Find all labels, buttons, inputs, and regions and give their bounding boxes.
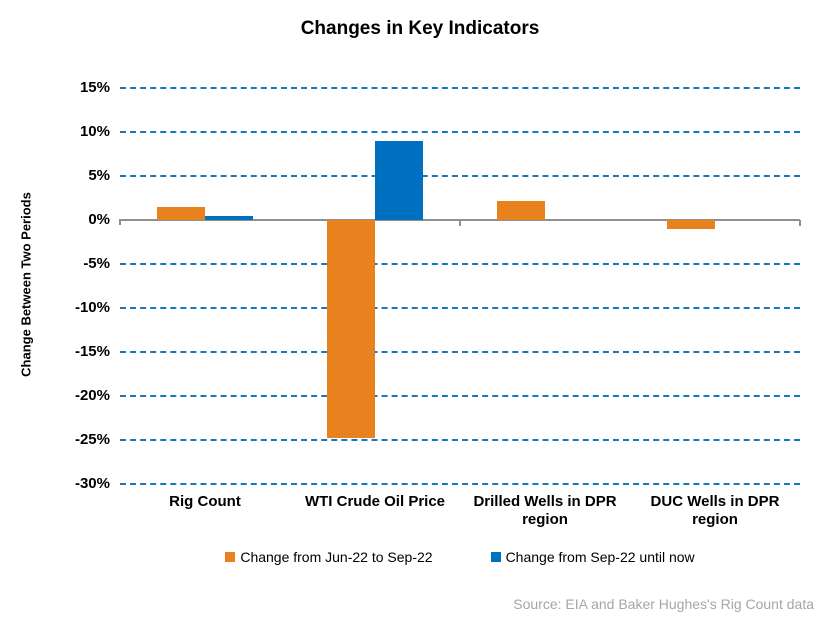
category-label: Drilled Wells in DPR region xyxy=(473,493,617,528)
legend-label-sep22-now: Change from Sep-22 until now xyxy=(505,549,695,565)
bar-change-from-sep-22-until-now xyxy=(205,215,253,220)
source-note: Source: EIA and Baker Hughes's Rig Count… xyxy=(513,596,814,612)
legend-item-sep22-now: Change from Sep-22 until now xyxy=(490,549,695,565)
y-tick-label: 5% xyxy=(88,167,110,184)
y-tick-label: 0% xyxy=(88,211,110,228)
h-gridline xyxy=(120,307,800,309)
axis-tick xyxy=(459,220,461,226)
h-gridline xyxy=(120,483,800,485)
h-gridline xyxy=(120,87,800,89)
h-gridline xyxy=(120,175,800,177)
bar-change-from-sep-22-until-now xyxy=(375,140,423,220)
y-tick-label: -10% xyxy=(74,299,110,316)
h-gridline xyxy=(120,351,800,353)
bar-change-from-jun-22-to-sep-22 xyxy=(327,220,375,439)
legend-item-jun22-sep22: Change from Jun-22 to Sep-22 xyxy=(225,549,433,565)
y-tick-label: -30% xyxy=(74,475,110,492)
h-gridline xyxy=(120,263,800,265)
chart-title: Changes in Key Indicators xyxy=(300,18,540,39)
category-label: Rig Count xyxy=(169,493,241,510)
y-tick-label: 10% xyxy=(79,123,110,140)
legend-swatch-orange-icon xyxy=(225,552,236,562)
y-tick-label: -15% xyxy=(74,343,110,360)
bar-change-from-jun-22-to-sep-22 xyxy=(157,206,205,220)
y-tick-label: -20% xyxy=(74,387,110,404)
bar-change-from-jun-22-to-sep-22 xyxy=(667,220,715,229)
y-tick-label: -25% xyxy=(74,431,110,448)
y-axis-title: Change Between Two Periods xyxy=(18,192,34,377)
y-tick-label: 15% xyxy=(79,79,110,96)
y-tick-label: -5% xyxy=(83,255,110,272)
h-gridline xyxy=(120,439,800,441)
legend-swatch-blue-icon xyxy=(490,552,501,562)
h-gridline xyxy=(120,131,800,133)
legend: Change from Jun-22 to Sep-22 Change from… xyxy=(120,549,800,565)
bar-change-from-jun-22-to-sep-22 xyxy=(497,200,545,220)
axis-tick xyxy=(799,220,801,226)
h-gridline xyxy=(120,395,800,397)
legend-label-jun22-sep22: Change from Jun-22 to Sep-22 xyxy=(240,549,433,565)
category-label: WTI Crude Oil Price xyxy=(304,493,446,510)
category-label: DUC Wells in DPR region xyxy=(650,493,780,528)
plot-area xyxy=(119,87,801,485)
axis-tick xyxy=(119,219,121,225)
